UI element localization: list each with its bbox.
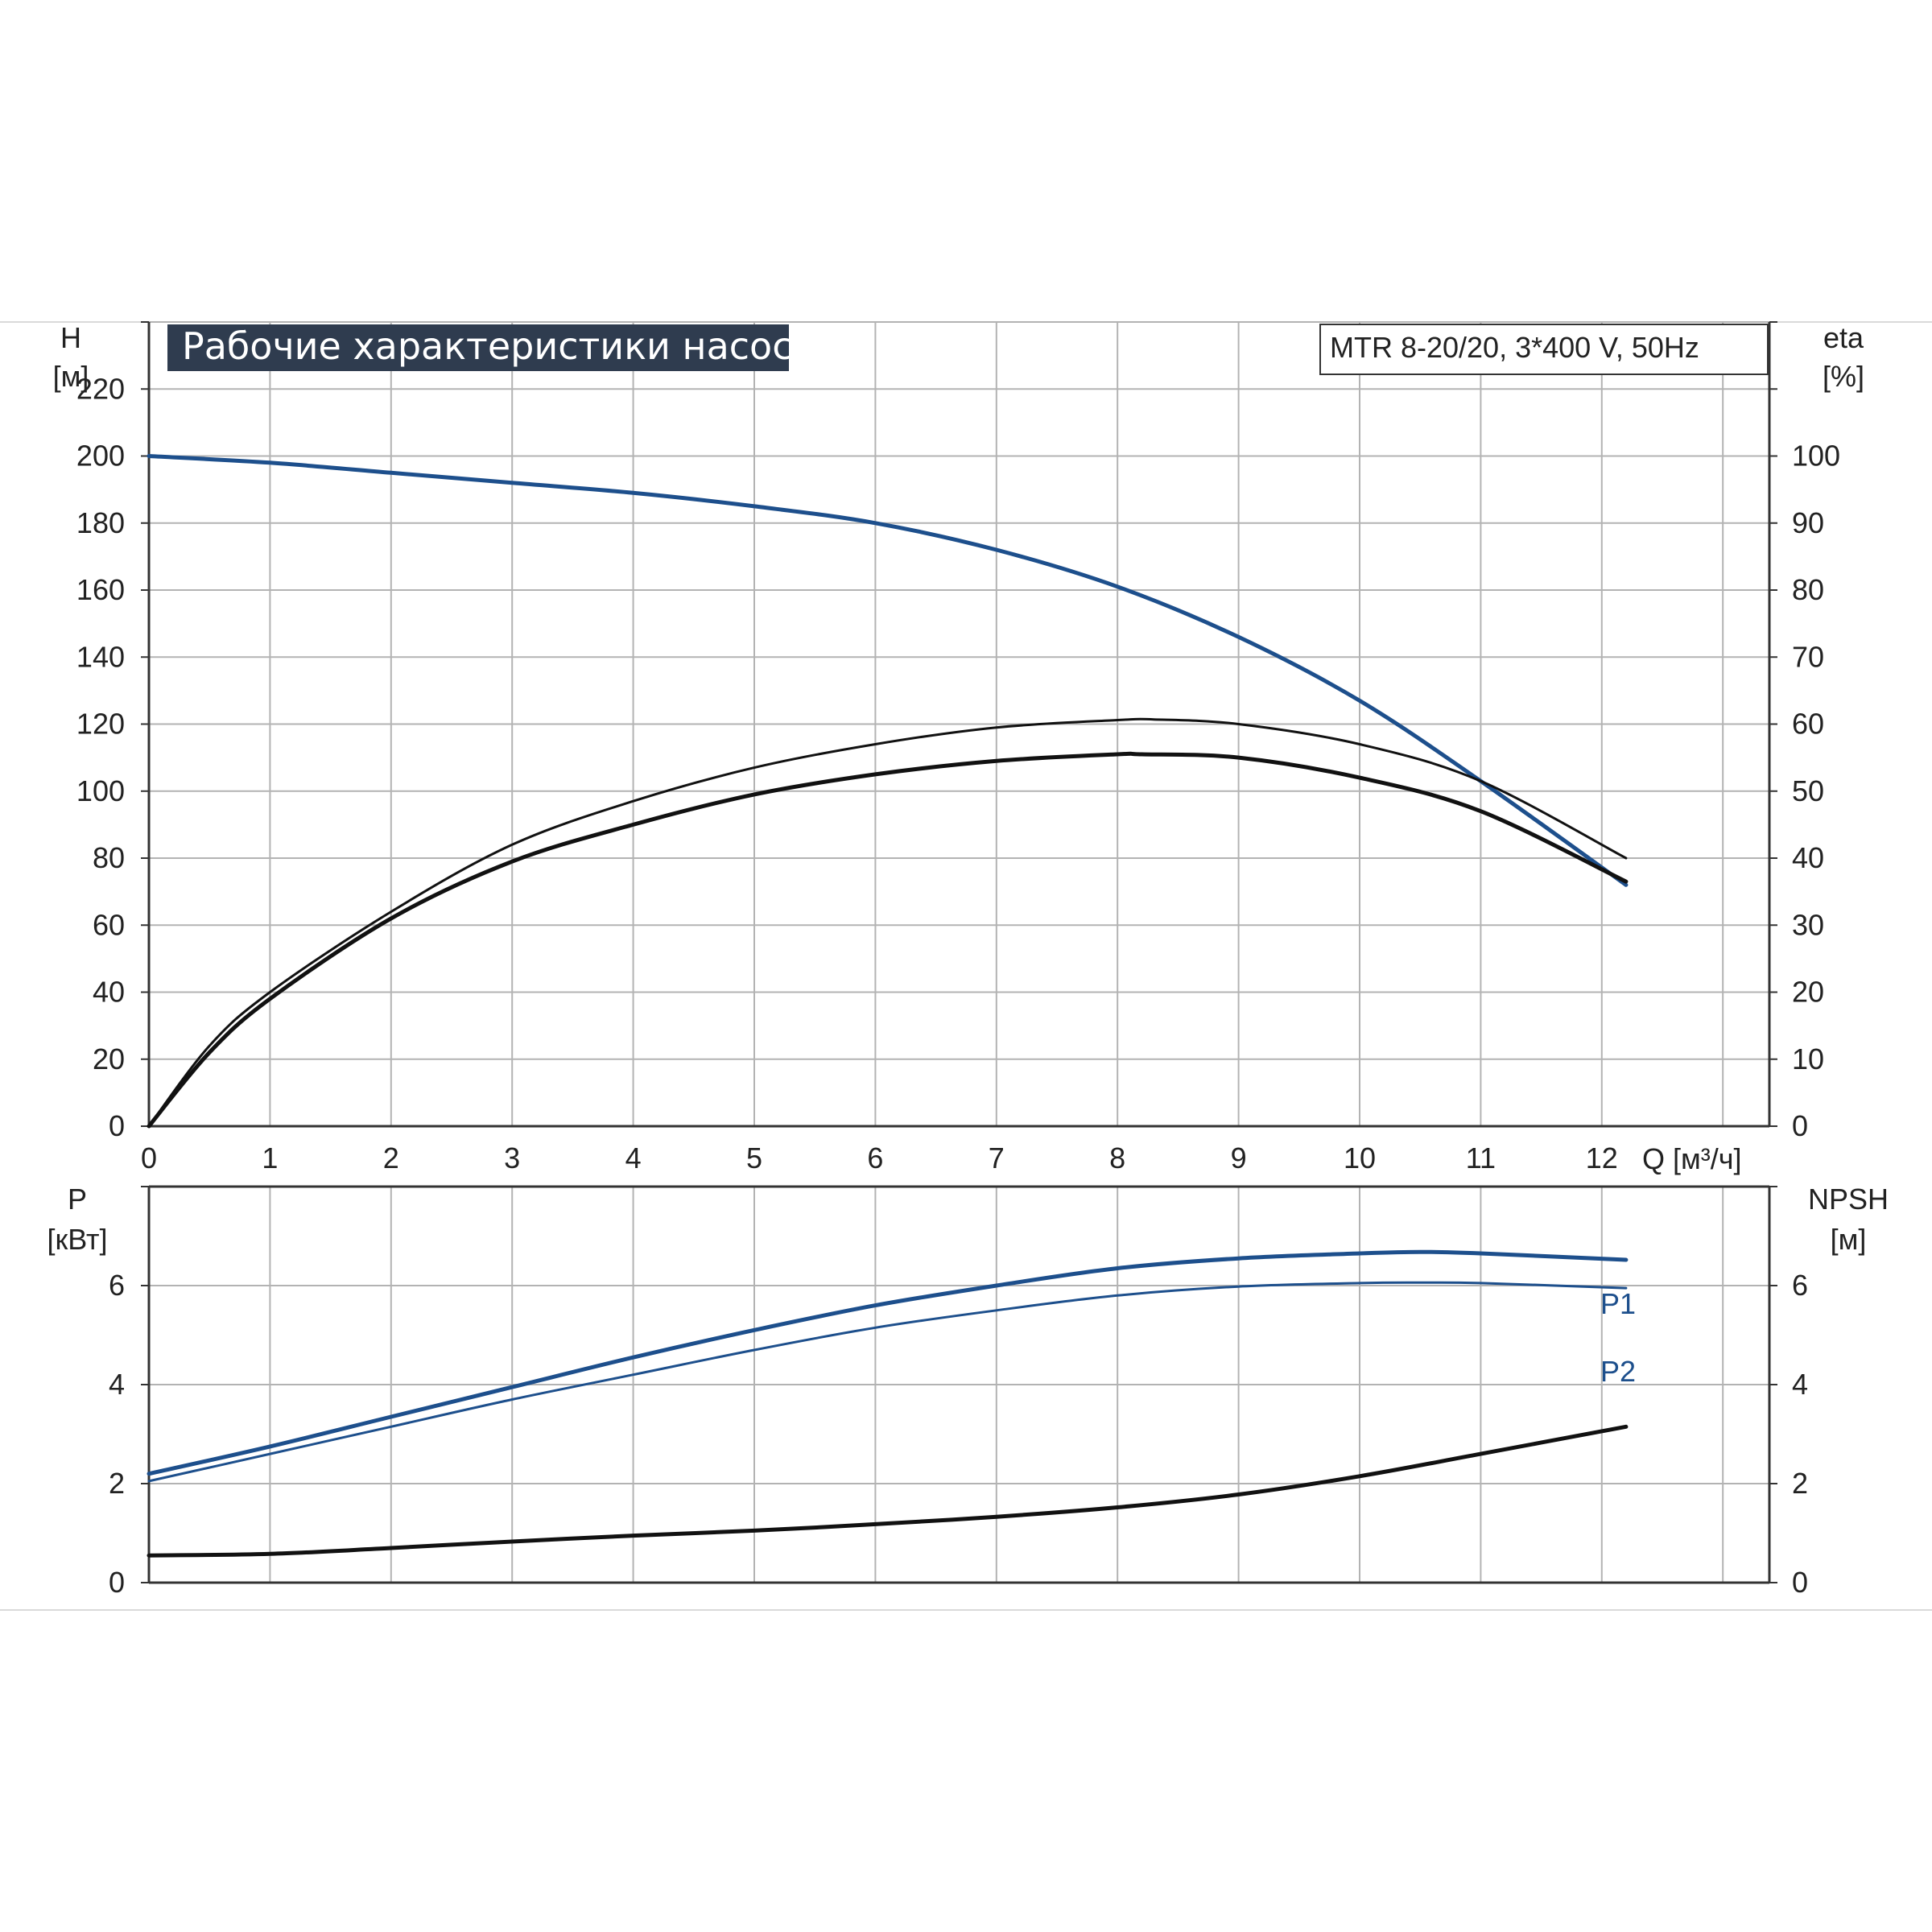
top-curve-eta: [147, 717, 1628, 1128]
top-x-tick-label: 0: [141, 1141, 157, 1174]
top-y-tick-label: 200: [76, 440, 125, 473]
top-y2-tick-label: 90: [1792, 506, 1824, 539]
top-curve-eta_2: [147, 751, 1629, 1129]
top-x-tick-label: 3: [504, 1141, 520, 1174]
chart-title: Рабочие характеристики насоса: [182, 324, 815, 368]
p1-curve-label: P1: [1600, 1287, 1636, 1320]
top-y-tick-label: 40: [93, 976, 125, 1009]
bottom-y2-tick-label: 2: [1792, 1467, 1808, 1500]
top-grid: [141, 321, 1777, 1128]
top-x-tick-label: 11: [1466, 1141, 1496, 1174]
top-y-tick-label: 160: [76, 573, 125, 606]
h-axis-unit: [м]: [53, 360, 89, 393]
top-x-tick-label: 12: [1586, 1141, 1618, 1174]
top-x-tick-label: 7: [989, 1141, 1005, 1174]
top-y-tick-label: 140: [76, 640, 125, 673]
top-x-tick-label: 2: [383, 1141, 399, 1174]
eta-axis-unit: [%]: [1823, 360, 1864, 393]
top-y2-tick-label: 50: [1792, 774, 1824, 807]
top-y-tick-label: 220: [76, 372, 125, 405]
top-curve-h: [147, 454, 1629, 887]
top-x-tick-label: 5: [746, 1141, 762, 1174]
bottom-curves: [147, 1249, 1629, 1558]
npsh-axis-unit: [м]: [1831, 1223, 1867, 1256]
top-y-tick-label: 120: [76, 708, 125, 741]
bottom-grid: [141, 1185, 1777, 1584]
bottom-y-tick-label: 6: [109, 1269, 125, 1302]
eta-axis-label: eta: [1823, 321, 1864, 354]
bottom-curve-p1: [147, 1249, 1629, 1476]
top-x-tick-label: 6: [867, 1141, 883, 1174]
h-axis-label: H: [60, 321, 81, 354]
top-y2-tick-label: 30: [1792, 908, 1824, 941]
top-y-tick-label: 0: [109, 1109, 125, 1142]
top-y2-tick-label: 10: [1792, 1042, 1824, 1075]
bottom-y2-tick-label: 6: [1792, 1269, 1808, 1302]
top-y2-tick-label: 80: [1792, 573, 1824, 606]
top-x-tick-label: 1: [262, 1141, 278, 1174]
top-y-tick-label: 180: [76, 506, 125, 539]
bottom-curve-p2: [147, 1281, 1628, 1483]
power-npsh-panel: 0 2 4 6 0 2 4 6: [109, 1185, 1808, 1599]
top-y-tick-label: 80: [93, 841, 125, 874]
p2-curve-label: P2: [1600, 1355, 1636, 1388]
head-efficiency-panel: 0204060801001201401601802002200102030405…: [76, 321, 1840, 1174]
bottom-y2-tick-label: 0: [1792, 1566, 1808, 1599]
q-axis-label: Q [м³/ч]: [1642, 1142, 1742, 1175]
npsh-axis-label: NPSH: [1808, 1183, 1889, 1216]
top-y-tick-label: 20: [93, 1042, 125, 1075]
top-y-tick-label: 60: [93, 908, 125, 941]
model-label: MTR 8-20/20, 3*400 V, 50Hz: [1330, 331, 1699, 364]
top-y-tick-label: 100: [76, 774, 125, 807]
top-curves: [147, 454, 1629, 1129]
p-axis-unit: [кВт]: [47, 1223, 107, 1256]
top-tick-labels: 0204060801001201401601802002200102030405…: [76, 372, 1840, 1174]
bottom-y-tick-label: 4: [109, 1368, 125, 1401]
top-y2-tick-label: 60: [1792, 708, 1824, 741]
model-box: [1319, 324, 1769, 375]
bottom-y2-tick-label: 4: [1792, 1368, 1808, 1401]
top-x-tick-label: 9: [1231, 1141, 1247, 1174]
top-y2-tick-label: 20: [1792, 976, 1824, 1009]
top-y2-tick-label: 0: [1792, 1109, 1808, 1142]
top-y2-tick-label: 100: [1792, 440, 1840, 473]
bottom-y-tick-label: 0: [109, 1566, 125, 1599]
bottom-y-tick-label: 2: [109, 1467, 125, 1500]
top-x-tick-label: 8: [1109, 1141, 1125, 1174]
top-y2-tick-label: 40: [1792, 841, 1824, 874]
p-axis-label: P: [68, 1183, 87, 1216]
top-x-tick-label: 10: [1344, 1141, 1376, 1174]
top-y2-tick-label: 70: [1792, 640, 1824, 673]
top-x-tick-label: 4: [625, 1141, 642, 1174]
bottom-tick-labels: 0 2 4 6 0 2 4 6: [109, 1269, 1808, 1599]
title-box: [167, 324, 789, 371]
bottom-curve-npsh: [147, 1424, 1629, 1558]
